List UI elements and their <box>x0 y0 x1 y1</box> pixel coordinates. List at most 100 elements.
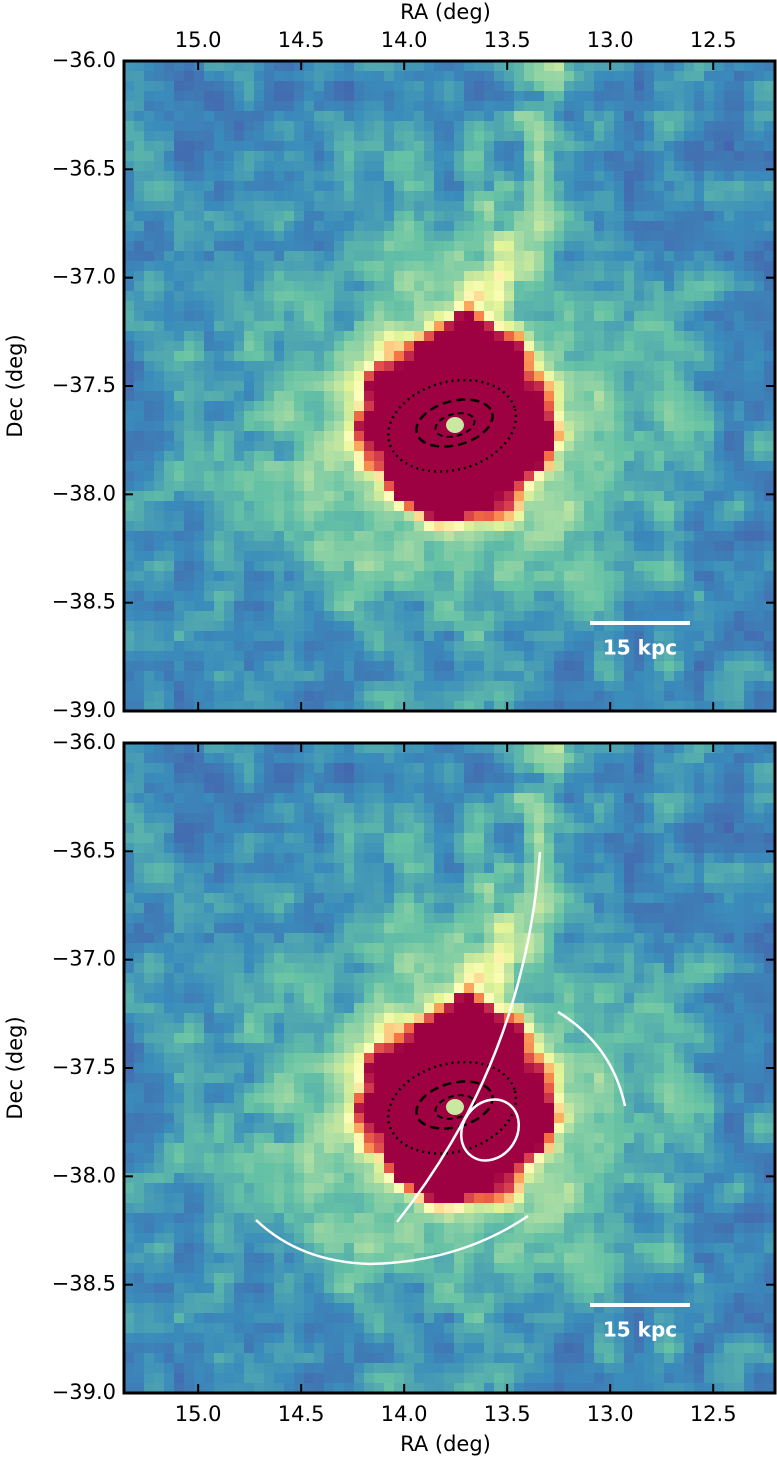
heatmap-cell <box>194 291 205 302</box>
heatmap-cell <box>314 411 325 422</box>
heatmap-cell <box>594 141 605 152</box>
heatmap-cell <box>634 291 645 302</box>
heatmap-cell <box>414 803 425 814</box>
heatmap-cell <box>204 611 215 622</box>
heatmap-cell <box>314 521 325 532</box>
heatmap-cell <box>444 321 455 332</box>
heatmap-cell <box>654 131 665 142</box>
heatmap-cell <box>474 231 485 242</box>
heatmap-cell <box>754 431 765 442</box>
heatmap-cell <box>744 91 755 102</box>
heatmap-cell <box>474 461 485 472</box>
heatmap-cell <box>124 531 135 542</box>
heatmap-cell <box>544 291 555 302</box>
heatmap-cell <box>734 611 745 622</box>
heatmap-cell <box>374 151 385 162</box>
heatmap-cell <box>424 691 435 702</box>
heatmap-cell <box>144 121 155 132</box>
heatmap-cell <box>434 661 445 672</box>
heatmap-cell <box>534 101 545 112</box>
heatmap-cell <box>464 793 475 804</box>
heatmap-cell <box>724 91 735 102</box>
heatmap-cell <box>584 691 595 702</box>
heatmap-cell <box>154 743 165 754</box>
heatmap-cell <box>634 701 645 712</box>
heatmap-cell <box>364 551 375 562</box>
heatmap-cell <box>444 361 455 372</box>
heatmap-cell <box>484 591 495 602</box>
heatmap-cell <box>474 581 485 592</box>
heatmap-cell <box>574 201 585 212</box>
heatmap-cell <box>474 591 485 602</box>
heatmap-cell <box>714 571 725 582</box>
heatmap-cell <box>414 61 425 72</box>
heatmap-cell <box>234 161 245 172</box>
heatmap-cell <box>254 231 265 242</box>
heatmap-cell <box>724 131 735 142</box>
heatmap-cell <box>534 701 545 712</box>
heatmap-cell <box>574 121 585 132</box>
heatmap-cell <box>294 471 305 482</box>
heatmap-cell <box>724 561 735 572</box>
heatmap-cell <box>494 571 505 582</box>
heatmap-cell <box>144 371 155 382</box>
heatmap-cell <box>534 551 545 562</box>
heatmap-cell <box>634 491 645 502</box>
heatmap-cell <box>164 461 175 472</box>
heatmap-cell <box>624 631 635 642</box>
heatmap-cell <box>124 231 135 242</box>
heatmap-cell <box>624 301 635 312</box>
heatmap-cell <box>764 763 775 774</box>
heatmap-cell <box>324 491 335 502</box>
heatmap-cell <box>344 681 355 692</box>
heatmap-cell <box>704 341 715 352</box>
heatmap-cell <box>614 773 625 784</box>
heatmap-cell <box>374 191 385 202</box>
heatmap-cell <box>684 571 695 582</box>
heatmap-cell <box>454 391 465 402</box>
heatmap-cell <box>504 211 515 222</box>
heatmap-cell <box>624 621 635 632</box>
heatmap-cell <box>744 461 755 472</box>
heatmap-cell <box>324 813 335 824</box>
heatmap-cell <box>614 301 625 312</box>
heatmap-cell <box>144 461 155 472</box>
heatmap-cell <box>584 121 595 132</box>
heatmap-cell <box>714 391 725 402</box>
heatmap-cell <box>744 541 755 552</box>
heatmap-cell <box>654 561 665 572</box>
heatmap-cell <box>564 171 575 182</box>
heatmap-cell <box>544 451 555 462</box>
heatmap-cell <box>524 451 535 462</box>
heatmap-cell <box>374 561 385 572</box>
heatmap-cell <box>544 371 555 382</box>
x-tick-label: 12.5 <box>690 28 737 52</box>
heatmap-cell <box>214 481 225 492</box>
heatmap-cell <box>144 421 155 432</box>
heatmap-cell <box>614 641 625 652</box>
heatmap-cell <box>524 321 535 332</box>
heatmap-cell <box>184 181 195 192</box>
heatmap-cell <box>514 541 525 552</box>
heatmap-cell <box>384 371 395 382</box>
heatmap-cell <box>754 291 765 302</box>
heatmap-cell <box>574 803 585 814</box>
heatmap-cell <box>164 701 175 712</box>
heatmap-cell <box>594 651 605 662</box>
heatmap-cell <box>314 591 325 602</box>
heatmap-cell <box>504 631 515 642</box>
heatmap-cell <box>514 491 525 502</box>
heatmap-cell <box>644 421 655 432</box>
heatmap-cell <box>124 391 135 402</box>
heatmap-cell <box>174 551 185 562</box>
heatmap-cell <box>134 641 145 652</box>
heatmap-cell <box>264 783 275 794</box>
heatmap-cell <box>754 331 765 342</box>
heatmap-cell <box>694 441 705 452</box>
heatmap-cell <box>694 773 705 784</box>
heatmap-cell <box>574 241 585 252</box>
heatmap-cell <box>214 111 225 122</box>
heatmap-cell <box>544 591 555 602</box>
heatmap-cell <box>644 671 655 682</box>
heatmap-cell <box>244 61 255 72</box>
